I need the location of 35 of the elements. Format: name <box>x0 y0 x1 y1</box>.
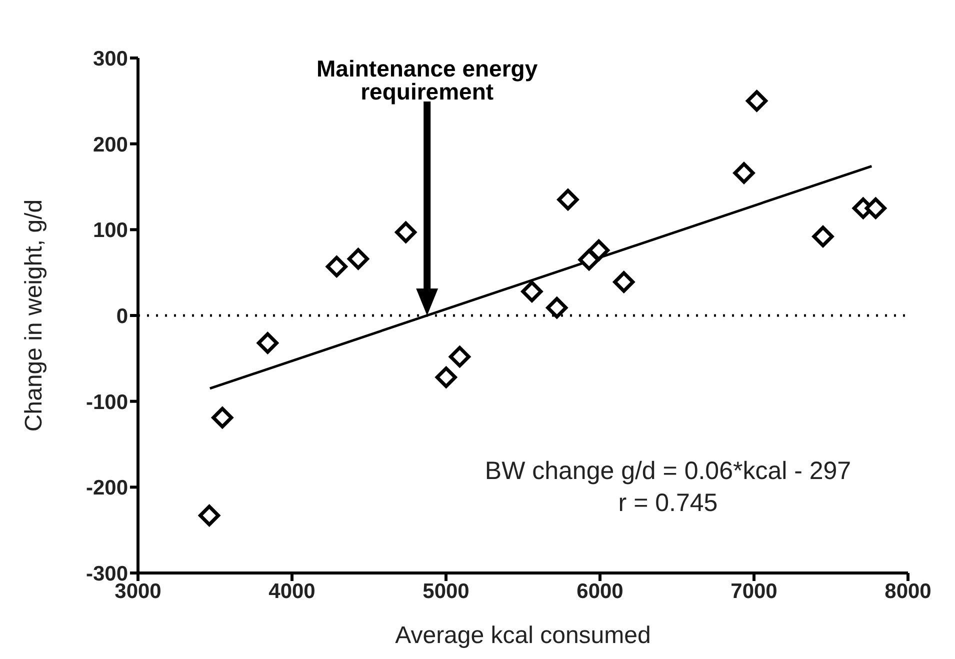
x-axis-title: Average kcal consumed <box>395 622 651 649</box>
point <box>746 90 768 112</box>
point <box>613 271 635 293</box>
point <box>256 332 278 354</box>
x-tick-label: 4000 <box>268 580 316 603</box>
x-tick-label: 7000 <box>730 580 778 603</box>
y-tick-label: 0 <box>116 304 128 328</box>
point <box>198 504 220 526</box>
annotation: r = 0.745 <box>617 488 719 519</box>
y-tick-label: 300 <box>92 47 128 70</box>
point <box>812 226 834 248</box>
x-tick-label: 6000 <box>576 580 624 603</box>
point <box>557 188 579 210</box>
x-tick-label: 5000 <box>422 580 470 603</box>
x-tick-label: 8000 <box>884 580 932 603</box>
point <box>212 406 234 428</box>
point <box>546 297 568 319</box>
point <box>395 221 417 243</box>
point <box>864 197 886 219</box>
y-tick-label: 100 <box>92 219 128 242</box>
point <box>588 240 610 262</box>
annotation: BW change g/d = 0.06*kcal - 297 <box>484 456 852 487</box>
point <box>326 256 348 278</box>
point <box>347 248 369 270</box>
annotation: Maintenance energy requirement <box>316 56 538 104</box>
y-axis-title: Change in weight, g/d <box>20 199 48 432</box>
point <box>521 280 543 302</box>
point <box>448 346 470 368</box>
point <box>733 162 755 184</box>
point <box>578 248 600 270</box>
y-tick-label: -100 <box>86 390 128 414</box>
x-tick-label: 3000 <box>114 580 162 603</box>
y-tick-label: -200 <box>86 476 128 500</box>
point <box>435 366 457 388</box>
y-tick-label: 200 <box>92 133 128 156</box>
